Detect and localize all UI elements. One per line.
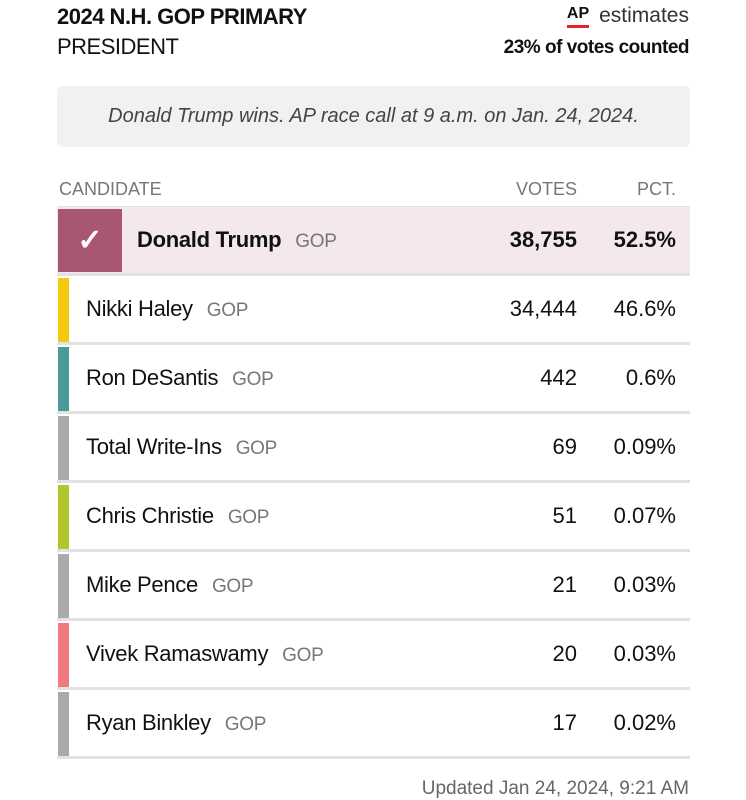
race-call-banner: Donald Trump wins. AP race call at 9 a.m… xyxy=(57,86,690,147)
candidate-pct: 0.6% xyxy=(625,365,676,390)
candidate-votes: 21 xyxy=(552,572,577,597)
estimates-label: estimates xyxy=(599,4,689,27)
candidate-party: GOP xyxy=(282,645,324,666)
candidate-pct: 0.07% xyxy=(613,503,676,528)
table-header: CANDIDATE VOTES PCT. xyxy=(57,176,690,209)
candidate-votes: 38,755 xyxy=(509,227,577,252)
candidate-name: Vivek Ramaswamy xyxy=(86,641,269,666)
candidate-votes: 51 xyxy=(552,503,577,528)
candidate-votes: 34,444 xyxy=(509,296,577,321)
candidate-name: Nikki Haley xyxy=(86,296,193,321)
race-office: PRESIDENT xyxy=(57,34,179,59)
candidate-votes: 20 xyxy=(552,641,577,666)
candidate-votes: 17 xyxy=(552,710,577,735)
candidate-name: Ron DeSantis xyxy=(86,365,219,390)
candidate-party: GOP xyxy=(227,507,270,528)
updated-timestamp: Updated Jan 24, 2024, 9:21 AM xyxy=(421,778,689,799)
candidate-pct: 0.02% xyxy=(613,710,676,735)
header-pct: PCT. xyxy=(636,179,676,199)
candidate-party: GOP xyxy=(235,438,278,459)
header-candidate: CANDIDATE xyxy=(59,179,162,199)
header-votes: VOTES xyxy=(515,179,577,199)
table-row: Chris Christie GOP 51 0.07% xyxy=(57,483,690,552)
table-row: Nikki Haley GOP 34,444 46.6% xyxy=(57,276,690,345)
candidate-party: GOP xyxy=(295,231,337,252)
candidate-name: Chris Christie xyxy=(86,503,214,528)
candidate-name: Total Write-Ins xyxy=(86,434,222,459)
candidate-pct: 0.09% xyxy=(613,434,676,459)
candidate-party: GOP xyxy=(232,369,274,390)
table-row: ✓ Donald Trump GOP 38,755 52.5% xyxy=(57,207,690,276)
candidate-votes: 69 xyxy=(552,434,577,459)
table-row: Ron DeSantis GOP 442 0.6% xyxy=(57,345,690,414)
table-row: Mike Pence GOP 21 0.03% xyxy=(57,552,690,621)
candidate-color-bar xyxy=(58,278,69,342)
ap-estimates: AP estimates xyxy=(566,4,689,28)
candidate-pct: 46.6% xyxy=(613,296,676,321)
candidate-pct: 0.03% xyxy=(613,572,676,597)
ap-logo: AP xyxy=(566,5,590,28)
candidate-color-bar xyxy=(58,692,69,756)
candidate-party: GOP xyxy=(224,714,267,735)
votes-counted: 23% of votes counted xyxy=(503,37,690,58)
candidate-name: Ryan Binkley xyxy=(86,710,211,735)
candidate-color-bar xyxy=(58,623,69,687)
candidate-party: GOP xyxy=(211,576,254,597)
race-title: 2024 N.H. GOP PRIMARY xyxy=(57,4,307,29)
candidate-name: Donald Trump xyxy=(137,227,282,252)
candidate-color-bar xyxy=(58,485,69,549)
candidate-party: GOP xyxy=(206,300,249,321)
table-row: Ryan Binkley GOP 17 0.02% xyxy=(57,690,690,759)
table-row: Total Write-Ins GOP 69 0.09% xyxy=(57,414,690,483)
candidate-color-bar xyxy=(58,416,69,480)
candidate-color-bar xyxy=(58,554,69,618)
table-row: Vivek Ramaswamy GOP 20 0.03% xyxy=(57,621,690,690)
candidate-color-bar xyxy=(58,347,69,411)
candidate-pct: 0.03% xyxy=(613,641,676,666)
check-icon: ✓ xyxy=(58,209,122,272)
candidate-votes: 442 xyxy=(540,365,577,390)
candidate-pct: 52.5% xyxy=(613,227,676,252)
candidate-name: Mike Pence xyxy=(86,572,198,597)
